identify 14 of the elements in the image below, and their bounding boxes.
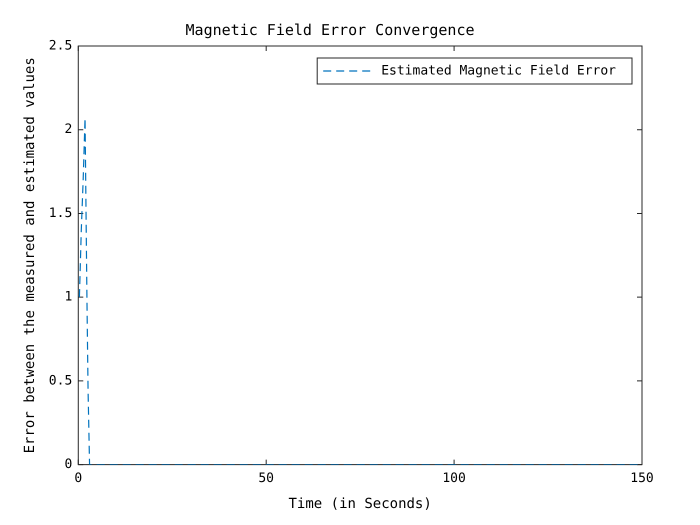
x-tick-label: 0 <box>74 470 82 486</box>
x-tick-label: 50 <box>258 470 274 486</box>
chart-title: Magnetic Field Error Convergence <box>186 20 474 39</box>
y-axis-title: Error between the measured and estimated values <box>22 57 38 454</box>
y-tick-label: 2.5 <box>48 38 72 54</box>
y-tick-label: 0.5 <box>48 373 72 388</box>
x-axis-title: Time (in Seconds) <box>288 496 432 512</box>
y-tick-label: 1.5 <box>48 206 72 221</box>
y-tick-label: 2 <box>64 122 72 138</box>
y-tick-label: 1 <box>64 290 72 305</box>
x-tick-label: 150 <box>630 470 654 486</box>
y-tick-label: 0 <box>64 456 72 472</box>
legend-label: Estimated Magnetic Field Error <box>381 63 616 78</box>
x-tick-label: 100 <box>442 470 466 486</box>
